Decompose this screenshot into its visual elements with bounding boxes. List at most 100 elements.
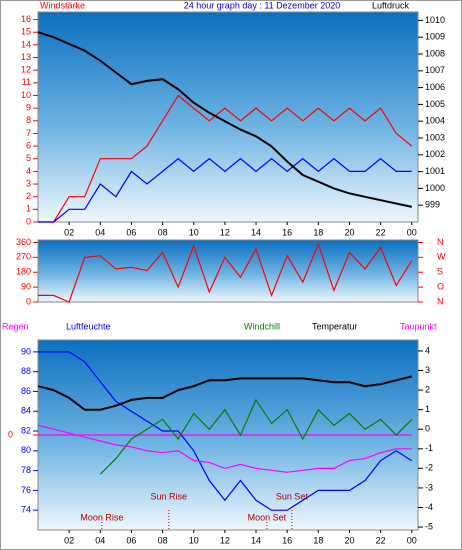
- y-tick-label: 74: [21, 505, 31, 515]
- x-tick-label: 06: [126, 227, 136, 237]
- series-line: [38, 351, 413, 511]
- y-tick-label: 0: [26, 216, 31, 226]
- y2-tick-label: 1008: [425, 48, 445, 58]
- y2-tick-label: 0: [425, 424, 430, 434]
- y2-tick-label: 1006: [425, 82, 445, 92]
- x-tick-label: 12: [220, 227, 230, 237]
- y-tick-label: 9: [26, 103, 31, 113]
- y2-tick-label: 1010: [425, 15, 445, 25]
- annotation: Moon Rise: [80, 512, 123, 522]
- y2-tick-label: 1: [425, 404, 430, 414]
- y2-tick-label: 2: [425, 384, 430, 394]
- series-line: [38, 94, 413, 223]
- y-tick-label: 13: [21, 52, 31, 62]
- y-tick-label: 76: [21, 485, 31, 495]
- y2-tick-label: 1007: [425, 65, 445, 75]
- y-tick-label: 14: [21, 39, 31, 49]
- x-tick-label: 18: [313, 535, 323, 545]
- x-tick-label: 10: [189, 535, 199, 545]
- y-tick-label: 88: [21, 366, 31, 376]
- y2-axis-label: Luftdruck: [372, 0, 410, 10]
- x-tick-label: 14: [251, 535, 261, 545]
- y2-tick-label: O: [437, 281, 444, 291]
- x-tick-label: 12: [220, 535, 230, 545]
- x-tick-label: 04: [95, 535, 105, 545]
- y2-tick-label: -3: [425, 482, 433, 492]
- y-tick-label: 11: [22, 77, 31, 87]
- x-tick-label: 10: [189, 227, 199, 237]
- y2-tick-label: 1009: [425, 32, 445, 42]
- y-tick-label: 86: [21, 386, 31, 396]
- x-tick-label: 20: [344, 535, 354, 545]
- legend-label: Regen: [2, 321, 29, 331]
- y-tick-label: 80: [21, 445, 31, 455]
- y2-tick-label: W: [437, 252, 446, 262]
- x-tick-label: 14: [251, 227, 261, 237]
- x-tick-label: 02: [64, 227, 74, 237]
- y2-tick-label: N: [437, 296, 444, 306]
- series-line: [37, 375, 413, 411]
- y-tick-label: 84: [21, 406, 31, 416]
- x-tick-label: 06: [126, 535, 136, 545]
- y2-tick-label: 1005: [425, 99, 445, 109]
- series-line: [99, 398, 413, 475]
- y-tick-label: 16: [21, 14, 31, 24]
- x-tick-label: 16: [282, 535, 292, 545]
- y2-tick-label: 1004: [425, 116, 445, 126]
- y-tick-label: 3: [26, 178, 31, 188]
- y-tick-label: 90: [21, 281, 31, 291]
- legend-label: Temperatur: [312, 321, 358, 331]
- series-line: [37, 31, 413, 208]
- series-line: [38, 242, 413, 303]
- x-tick-label: 22: [376, 227, 386, 237]
- y-tick-label: 4: [26, 166, 31, 176]
- x-tick-label: 00: [407, 535, 417, 545]
- x-tick-label: 02: [64, 535, 74, 545]
- y-tick-label: 90: [21, 346, 31, 356]
- y-tick-label: 78: [21, 465, 31, 475]
- y-tick-label: 15: [21, 27, 31, 37]
- y-tick-label: 1: [26, 204, 31, 214]
- annotation: Sun Set: [276, 491, 309, 501]
- series-line: [37, 424, 412, 473]
- y-tick-label: 8: [26, 115, 31, 125]
- annotation: Sun Rise: [151, 491, 188, 501]
- chart-title: 24 hour graph day : 11 Dezember 2020: [184, 0, 340, 10]
- rain-tick-label: 0: [8, 429, 13, 439]
- x-tick-label: 00: [407, 227, 417, 237]
- y2-tick-label: 1001: [425, 166, 445, 176]
- y2-tick-label: -2: [425, 463, 433, 473]
- y-tick-label: 0: [26, 296, 31, 306]
- y2-tick-label: 1002: [425, 149, 445, 159]
- y2-tick-label: -5: [425, 521, 433, 531]
- legend-label: Taupunkt: [400, 321, 437, 331]
- y-tick-label: 360: [16, 237, 31, 247]
- x-tick-label: 20: [344, 227, 354, 237]
- y-tick-label: 5: [26, 153, 31, 163]
- y-axis-label: Windstärke: [40, 0, 85, 10]
- y2-tick-label: N: [437, 237, 444, 247]
- y2-tick-label: 1003: [425, 132, 445, 142]
- x-tick-label: 18: [313, 227, 323, 237]
- x-tick-label: 04: [95, 227, 105, 237]
- y2-tick-label: 999: [425, 200, 440, 210]
- annotation: Moon Set: [248, 512, 287, 522]
- plot-area: [37, 239, 419, 303]
- y-tick-label: 12: [21, 65, 31, 75]
- y-tick-label: 82: [21, 425, 31, 435]
- y2-tick-label: 4: [425, 345, 430, 355]
- x-tick-label: 08: [158, 227, 168, 237]
- y-tick-label: 10: [21, 90, 31, 100]
- y-tick-label: 2: [26, 191, 31, 201]
- y-tick-label: 270: [16, 252, 31, 262]
- y-tick-label: 6: [26, 140, 31, 150]
- y-tick-label: 7: [26, 128, 31, 138]
- y2-tick-label: S: [437, 267, 443, 277]
- series-line: [38, 157, 412, 223]
- y-tick-label: 180: [16, 267, 31, 277]
- legend-label: Windchill: [244, 321, 280, 331]
- x-tick-label: 08: [158, 535, 168, 545]
- x-tick-label: 22: [376, 535, 386, 545]
